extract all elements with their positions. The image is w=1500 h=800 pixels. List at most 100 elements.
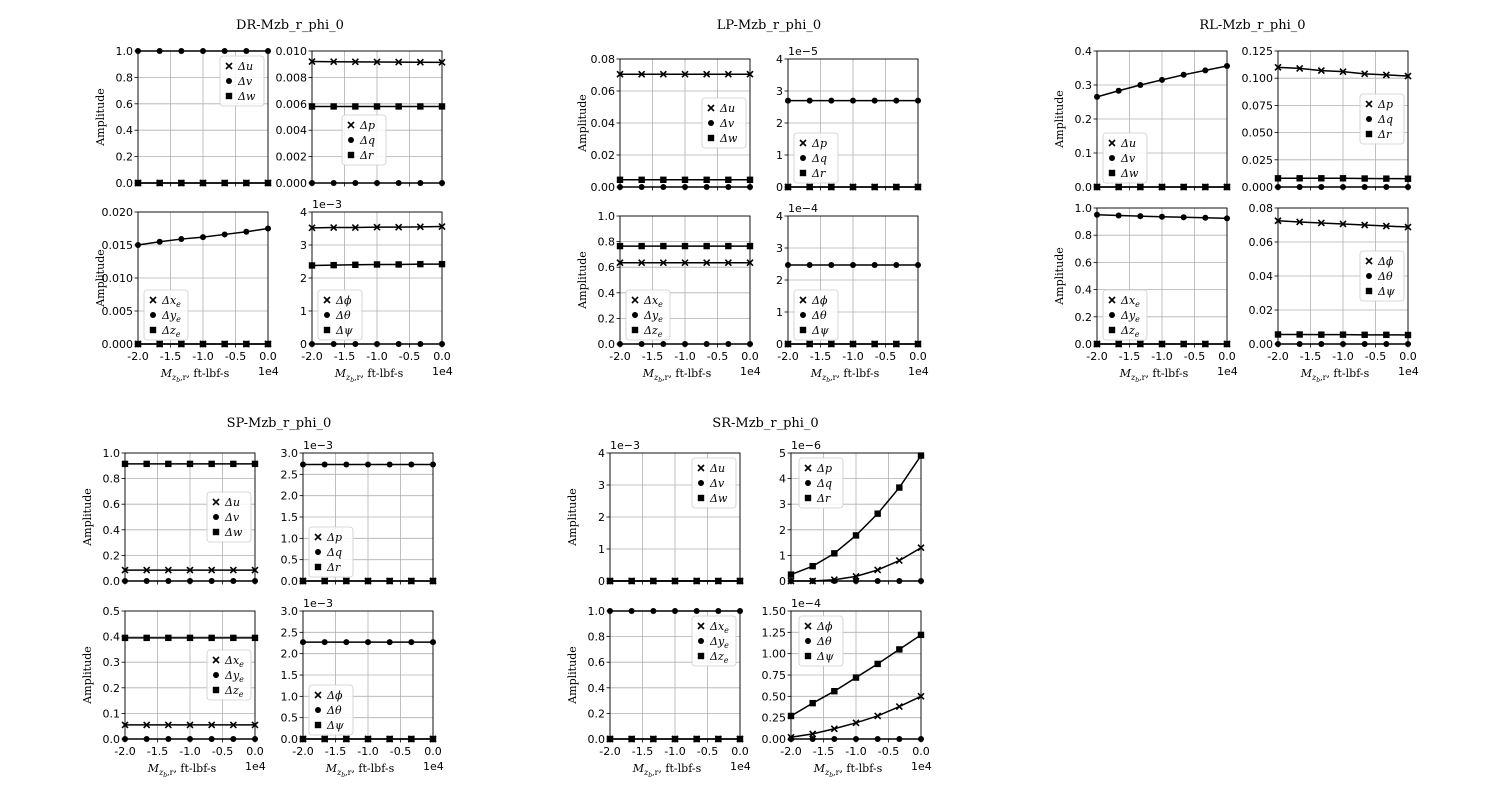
data-point [1339,220,1347,228]
legend-marker [707,134,715,142]
data-point [164,721,172,729]
y-tick-label: 1.0 [103,447,121,460]
data-point [681,176,689,183]
y-tick-label: 0.8 [588,631,606,644]
legend-marker [149,326,157,334]
y-tick-label: 3 [779,498,786,511]
legend-label: Δr [811,167,826,180]
x-tick-label: -2.0 [599,745,620,758]
data-point [1361,70,1369,78]
data-point [850,97,856,104]
x-tick-label: -1.5 [642,350,663,363]
data-point [852,674,860,681]
legend-label: Δye [643,309,663,324]
legend-marker [698,638,704,644]
data-point [893,261,900,268]
chart-title: DR-Mzb_r_phi_0 [236,18,344,33]
data-point [373,261,381,268]
data-point [208,634,215,642]
y-tick-label: 0.06 [591,85,616,98]
legend-marker [323,296,331,304]
legend-label: Δp [816,462,832,475]
data-point [417,103,424,110]
y-tick-label: 4 [779,473,786,486]
data-point [365,461,371,468]
y-tick-label: 2.0 [281,648,299,661]
legend-label: Δr [1377,128,1392,141]
legend-label: Δv [709,477,725,490]
y-tick-label: 0.100 [1242,72,1274,85]
subplot-1: 0.00 0.02 0.04 0.06 0.08 Amplitude Δu Δv Δw [576,53,754,194]
y-tick-label: 0.02 [591,149,616,162]
y-tick-label: 0.2 [1075,113,1093,126]
data-point [638,259,646,267]
data-point [1202,67,1209,74]
legend-label: Δze [1120,324,1140,339]
x-axis-label: Mzb,r, ft-lbf-s [325,762,395,779]
x-tick-label: 0.0 [909,350,927,363]
y-tick-label: 0.000 [1242,181,1274,194]
y-tick-label: 0.4 [116,124,134,137]
data-point [1296,218,1304,226]
data-point [659,259,667,267]
x-tick-label: -1.5 [147,745,168,758]
x-tick-label: -1.5 [1300,350,1321,363]
legend: Δp Δq Δr [1359,93,1405,145]
legend-marker [212,686,220,694]
data-point [660,242,667,250]
subplot-4: 0.00 0.25 0.50 0.75 1.00 1.25 1.50 1e−4 -2.0 -1.5… [762,597,932,779]
y-tick-label: 3 [776,242,783,255]
data-point [895,703,903,711]
y-tick-label: 0.0 [588,733,606,746]
legend-label: Δw [709,492,728,505]
x-offset-label: 1e4 [1398,365,1419,378]
chart-group-2: LP-Mzb_r_phi_00.000.020.040.060.08Amplit… [576,18,929,384]
y-tick-label: 2 [598,511,605,524]
data-point [221,231,228,238]
y-tick-label: 0 [776,181,783,194]
data-point [395,261,402,268]
x-tick-label: -0.5 [875,350,896,363]
x-tick-label: -2.0 [1086,350,1107,363]
subplot-1: 0.0 0.2 0.4 0.6 0.8 1.0 Amplitude Δu Δv Δw [81,447,259,588]
y-tick-label: 0.4 [588,682,606,695]
data-point [143,634,150,642]
data-point [830,725,838,733]
data-point [330,103,337,110]
y-tick-label: 0.04 [591,117,616,130]
x-tick-label: 0.0 [259,350,277,363]
y-tick-label: 0.004 [276,124,308,137]
x-tick-label: -1.0 [192,350,213,363]
legend: Δu Δv Δw [206,491,252,543]
legend: Δu Δv Δw [1102,132,1148,184]
data-point [850,261,856,268]
y-tick-label: 0.010 [276,45,308,58]
data-point [1180,214,1187,221]
x-axis-label: Mzb,r, ft-lbf-s [1119,367,1189,384]
legend-marker [315,549,321,555]
data-point [186,634,194,642]
legend-marker [150,312,156,318]
legend-marker [804,464,812,472]
legend-label: Δw [719,132,738,145]
y-tick-label: 3.0 [281,447,299,460]
legend-marker [799,326,807,334]
y-axis-label: Amplitude [576,251,589,310]
legend-label: Δp [811,137,827,150]
legend-marker [697,494,705,502]
legend: Δu Δv Δw [691,457,737,509]
y-tick-label: 0.1 [103,707,121,720]
legend-label: Δψ [811,324,829,337]
legend-marker [804,494,812,502]
x-tick-label: -0.5 [707,350,728,363]
x-axis-label: Mzb,r, ft-lbf-s [160,367,230,384]
subplot-4: 0.00 0.02 0.04 0.06 0.08 -2.0 -1.5 -1.0 -0.5 0.0 1… [1249,202,1419,384]
data-point [809,699,816,707]
y-tick-label: 0.006 [276,98,308,111]
data-point [806,97,813,104]
data-point [395,103,402,110]
legend: Δϕ Δθ Δψ [793,289,839,341]
legend-marker [1366,273,1372,279]
y-tick-label: 0.008 [276,71,308,84]
x-tick-label: -0.5 [225,350,246,363]
